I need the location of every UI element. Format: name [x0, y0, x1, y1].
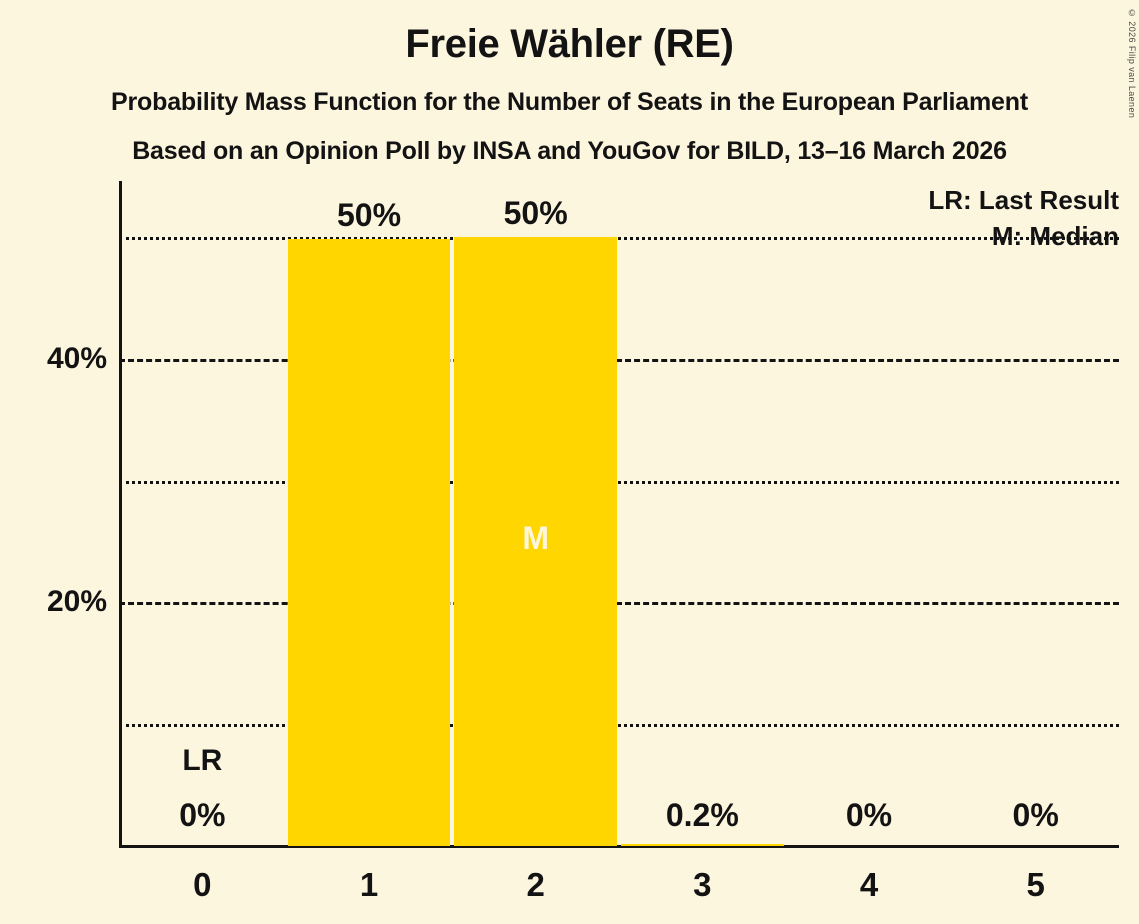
value-label-seats-5: 0% [1012, 797, 1059, 833]
x-tick-label-0: 0 [193, 866, 212, 903]
chart-source-line: Based on an Opinion Poll by INSA and You… [132, 137, 1007, 165]
x-tick-label-5: 5 [1026, 866, 1045, 903]
gridline-20 [119, 602, 1119, 606]
value-label-seats-1: 50% [336, 197, 402, 234]
copyright-notice: © 2026 Filip van Laenen [1127, 8, 1137, 119]
x-tick-label-3: 3 [693, 866, 712, 903]
legend-entry-last-result: LR: Last Result [928, 185, 1119, 215]
x-axis-line [119, 845, 1119, 848]
value-label-seats-2: 50% [503, 195, 568, 232]
median-marker: M [522, 519, 549, 556]
gridline-50 [119, 237, 1119, 241]
y-axis-line [119, 181, 122, 848]
value-label-seats-4: 0% [845, 797, 893, 833]
x-tick-label-2: 2 [526, 866, 545, 903]
value-label-seats-0: 0% [179, 797, 226, 833]
value-label-seats-3: 0.2% [665, 797, 739, 833]
bar-seats-2: M [454, 237, 617, 846]
bar-seats-3 [621, 843, 784, 846]
gridline-40 [119, 358, 1119, 362]
x-tick-label-4: 4 [859, 866, 879, 903]
plot-area: M [119, 181, 1119, 846]
legend-entry-median: M: Median [991, 220, 1119, 251]
y-tick-label-20: 20% [46, 585, 107, 619]
last-result-marker: LR [182, 744, 223, 777]
y-tick-label-40: 40% [46, 341, 107, 375]
gridline-30 [119, 480, 1119, 484]
chart-legend: LR: Last Result M: Median [928, 183, 1119, 255]
x-tick-label-1: 1 [359, 866, 379, 903]
page-title: Freie Wähler (RE) [405, 22, 734, 66]
gridline-10 [119, 724, 1119, 728]
chart-subtitle: Probability Mass Function for the Number… [111, 88, 1028, 116]
bar-seats-1 [287, 239, 451, 846]
